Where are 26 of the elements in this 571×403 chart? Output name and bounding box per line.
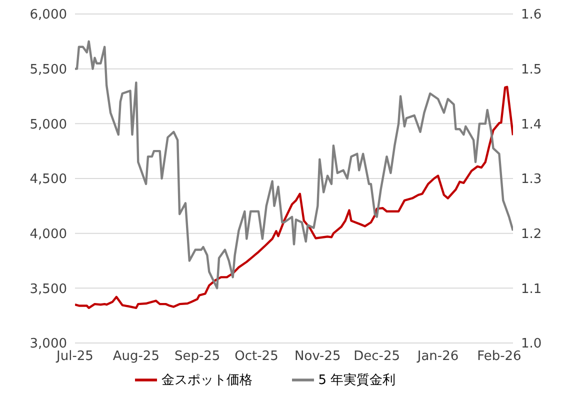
legend-label: 金スポット価格 <box>161 372 252 388</box>
y2-tick-label: 1.6 <box>521 8 542 23</box>
legend-label: 5 年実質金利 <box>318 372 396 388</box>
x-tick-label: Aug-25 <box>112 349 160 364</box>
x-tick-label: Nov-25 <box>294 349 341 364</box>
line-series <box>75 40 513 290</box>
y2-tick-label: 1.4 <box>521 117 542 132</box>
line-series <box>75 86 513 310</box>
x-tick-label: Oct-25 <box>234 349 278 364</box>
y-tick-label: 3,000 <box>30 336 67 352</box>
y2-tick-label: 1.0 <box>521 336 542 352</box>
y2-tick-label: 1.1 <box>521 282 542 297</box>
y-tick-label: 6,000 <box>30 8 67 23</box>
y-tick-label: 4,000 <box>30 226 67 242</box>
y2-tick-label: 1.5 <box>521 62 542 78</box>
x-tick-label: Feb-26 <box>477 349 522 364</box>
y2-tick-label: 1.2 <box>521 226 542 242</box>
x-tick-label: Dec-25 <box>354 349 400 364</box>
y-tick-label: 5,500 <box>30 62 67 78</box>
x-tick-label: Jan-26 <box>416 349 459 364</box>
y2-tick-label: 1.3 <box>521 172 542 188</box>
x-tick-label: Jul-25 <box>56 349 94 364</box>
y-tick-label: 5,000 <box>30 117 67 132</box>
y-tick-label: 4,500 <box>30 172 67 188</box>
x-tick-label: Sep-25 <box>174 349 220 364</box>
y-tick-label: 3,500 <box>30 282 67 297</box>
